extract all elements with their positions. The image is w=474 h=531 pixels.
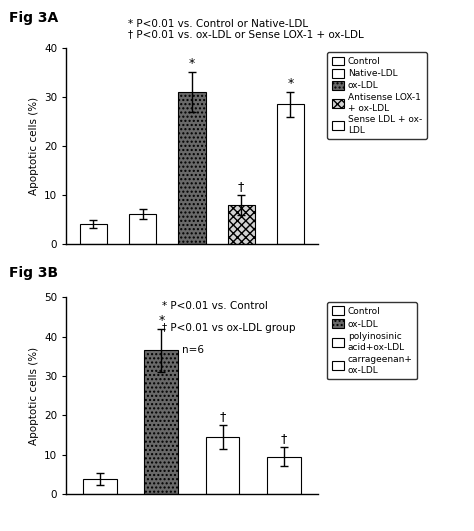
Bar [80,224,107,244]
Bar [145,350,178,494]
Text: †: † [281,432,287,445]
Bar [178,92,206,244]
Text: n=6: n=6 [182,345,204,355]
Bar [277,104,304,244]
Bar [83,479,117,494]
Text: *: * [287,76,293,90]
Text: Fig 3A: Fig 3A [9,11,59,24]
Legend: Control, ox-LDL, polyinosinic
acid+ox-LDL, carrageenan+
ox-LDL: Control, ox-LDL, polyinosinic acid+ox-LD… [327,302,417,379]
Bar [228,205,255,244]
Text: Fig 3B: Fig 3B [9,266,59,279]
Y-axis label: Apoptotic cells (%): Apoptotic cells (%) [28,347,39,444]
Bar [206,437,239,494]
Bar [129,214,156,244]
Text: *: * [189,57,195,70]
Text: * P<0.01 vs. Control or Native-LDL: * P<0.01 vs. Control or Native-LDL [128,19,308,29]
Bar [267,457,301,494]
Text: † P<0.01 vs ox-LDL group: † P<0.01 vs ox-LDL group [162,323,295,333]
Text: *: * [158,314,164,327]
Text: † P<0.01 vs. ox-LDL or Sense LOX-1 + ox-LDL: † P<0.01 vs. ox-LDL or Sense LOX-1 + ox-… [128,29,364,39]
Text: †: † [219,410,226,423]
Text: †: † [238,179,245,193]
Text: * P<0.01 vs. Control: * P<0.01 vs. Control [162,301,268,311]
Y-axis label: Apoptotic cells (%): Apoptotic cells (%) [28,97,39,195]
Legend: Control, Native-LDL, ox-LDL, Antisense LOX-1
+ ox-LDL, Sense LDL + ox-
LDL: Control, Native-LDL, ox-LDL, Antisense L… [327,53,427,139]
